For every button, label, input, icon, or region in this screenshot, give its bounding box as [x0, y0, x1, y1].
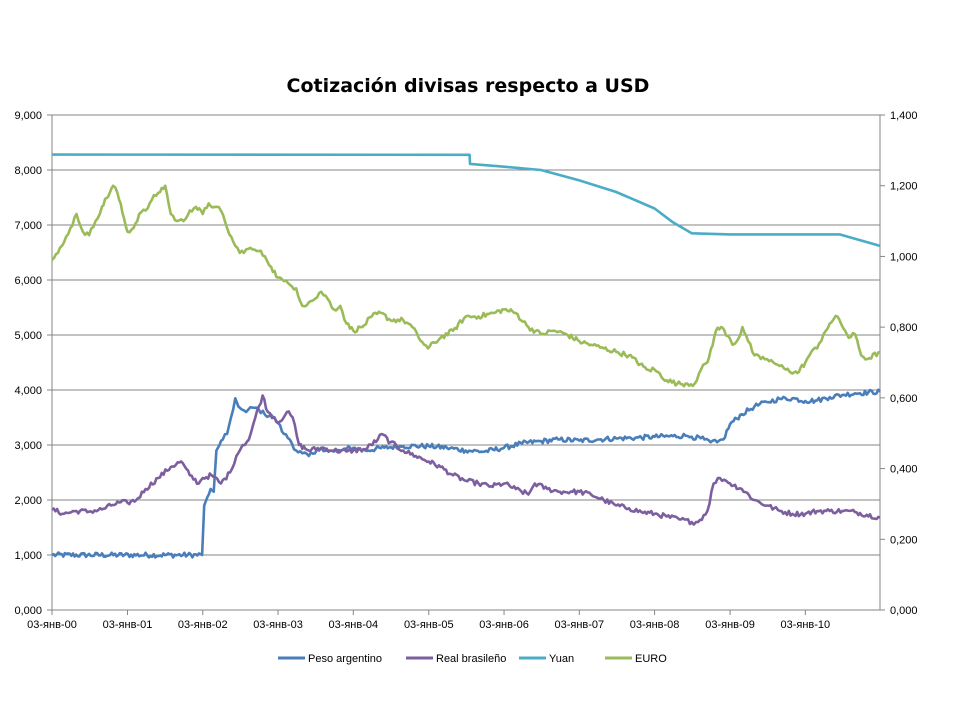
x-tick-label: 03-янв-08 — [630, 619, 680, 631]
x-tick-label: 03-янв-03 — [253, 619, 303, 631]
left-tick-label: 3,000 — [14, 440, 42, 452]
legend: Peso argentino Real brasileño Yuan EURO — [278, 653, 667, 665]
right-axis-tick-labels: 0,000 0,200 0,400 0,600 0,800 1,000 1,200 1,400 — [890, 110, 918, 617]
x-axis-tick-labels: 03-янв-00 03-янв-01 03-янв-02 03-янв-03 03-я… — [27, 619, 830, 631]
series-line-real-brasileno — [51, 394, 881, 526]
right-tick-label: 0,600 — [890, 393, 918, 405]
left-tick-label: 0,000 — [14, 605, 42, 617]
x-tick-label: 03-янв-09 — [705, 619, 755, 631]
left-tick-label: 2,000 — [14, 495, 42, 507]
x-tick-label: 03-янв-02 — [178, 619, 228, 631]
x-tick-label: 03-янв-01 — [103, 619, 153, 631]
legend-label: Real brasileño — [436, 653, 506, 665]
chart-title: Cotización divisas respecto a USD — [287, 75, 650, 97]
left-tick-label: 6,000 — [14, 275, 42, 287]
left-tick-label: 4,000 — [14, 385, 42, 397]
legend-label: EURO — [635, 653, 667, 665]
left-axis-tick-labels: 0,000 1,000 2,000 3,000 4,000 5,000 6,000 7,000… — [14, 110, 42, 617]
left-tick-label: 7,000 — [14, 220, 42, 232]
x-tick-label: 03-янв-10 — [781, 619, 831, 631]
right-tick-label: 1,200 — [890, 181, 918, 193]
right-tick-label: 1,000 — [890, 251, 918, 263]
x-tick-label: 03-янв-07 — [554, 619, 604, 631]
right-tick-label: 0,200 — [890, 534, 918, 546]
x-tick-label: 03-янв-00 — [27, 619, 77, 631]
series-line-yuan — [51, 153, 881, 248]
left-tick-label: 8,000 — [14, 165, 42, 177]
right-tick-label: 0,400 — [890, 464, 918, 476]
legend-label: Yuan — [549, 653, 574, 665]
series-line-euro — [51, 184, 881, 388]
x-tick-label: 03-янв-04 — [328, 619, 378, 631]
x-tick-label: 03-янв-05 — [404, 619, 454, 631]
right-tick-label: 0,000 — [890, 605, 918, 617]
legend-label: Peso argentino — [308, 653, 382, 665]
left-tick-label: 1,000 — [14, 550, 42, 562]
axes — [47, 114, 885, 615]
series-line-peso-argentino — [51, 388, 881, 559]
gridlines — [52, 114, 880, 556]
right-tick-label: 1,400 — [890, 110, 918, 122]
right-tick-label: 0,800 — [890, 322, 918, 334]
left-tick-label: 9,000 — [14, 110, 42, 122]
left-tick-label: 5,000 — [14, 330, 42, 342]
series-lines — [51, 153, 881, 559]
x-tick-label: 03-янв-06 — [479, 619, 529, 631]
